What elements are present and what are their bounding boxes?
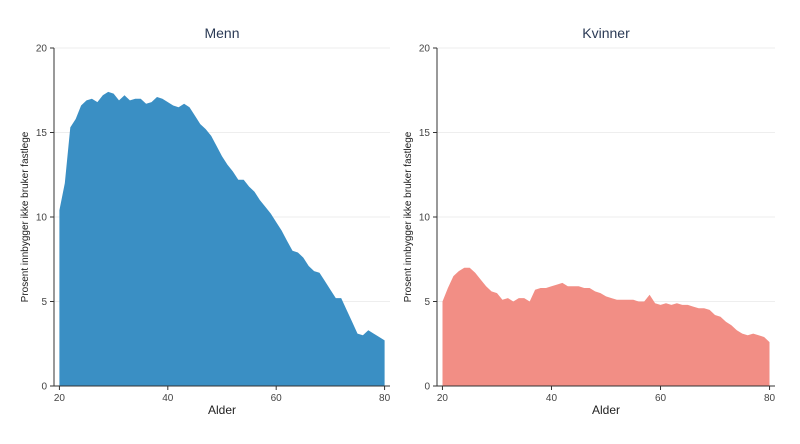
chart-title-kvinner: Kvinner bbox=[582, 25, 630, 41]
y-tick-label-0: 0 bbox=[41, 382, 47, 393]
y-tick-label-20: 20 bbox=[419, 44, 431, 55]
x-ticks: 20 40 60 80 bbox=[54, 386, 391, 404]
y-ticks: 0 5 10 15 20 bbox=[36, 44, 54, 393]
x-tick-label-20: 20 bbox=[437, 393, 449, 404]
y-tick-label-5: 5 bbox=[424, 297, 430, 308]
x-tick-label-80: 80 bbox=[764, 393, 776, 404]
x-tick-label-40: 40 bbox=[162, 393, 174, 404]
x-tick-label-60: 60 bbox=[655, 393, 667, 404]
x-ticks: 20 40 60 80 bbox=[437, 386, 776, 404]
y-tick-label-10: 10 bbox=[419, 213, 431, 224]
y-tick-label-5: 5 bbox=[41, 297, 47, 308]
chart-title-menn: Menn bbox=[204, 25, 239, 41]
y-ticks: 0 5 10 15 20 bbox=[419, 44, 437, 393]
y-axis-label: Prosent innbygger ikke bruker fastlege bbox=[403, 131, 414, 302]
y-tick-label-0: 0 bbox=[424, 382, 430, 393]
panel-kvinner: 0 5 10 15 20 20 40 60 80 Kvinner Alder Prosent … bbox=[403, 25, 776, 417]
x-axis-label: Alder bbox=[208, 403, 236, 417]
x-tick-label-20: 20 bbox=[54, 393, 66, 404]
area-series-kvinner bbox=[442, 267, 770, 386]
y-tick-label-10: 10 bbox=[36, 213, 48, 224]
panel-menn: 0 5 10 15 20 20 40 60 80 Menn Alder Prosent inn… bbox=[20, 25, 391, 417]
x-tick-label-60: 60 bbox=[271, 393, 283, 404]
area-series-menn bbox=[59, 91, 385, 387]
y-axis-label: Prosent innbygger ikke bruker fastlege bbox=[20, 131, 31, 302]
x-tick-label-80: 80 bbox=[379, 393, 391, 404]
x-tick-label-40: 40 bbox=[546, 393, 558, 404]
y-tick-label-15: 15 bbox=[419, 128, 431, 139]
x-axis-label: Alder bbox=[592, 403, 620, 417]
y-tick-label-15: 15 bbox=[36, 128, 48, 139]
y-tick-label-20: 20 bbox=[36, 44, 48, 55]
